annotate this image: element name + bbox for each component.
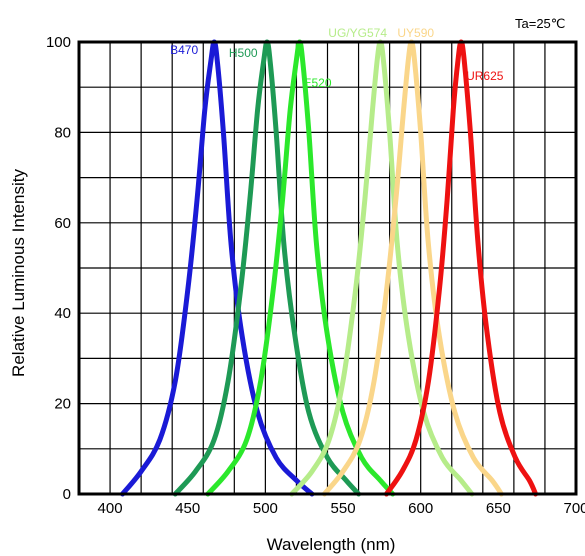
x-tick-label: 600 bbox=[408, 500, 433, 517]
y-tick-label: 100 bbox=[46, 34, 71, 51]
y-tick-label: 20 bbox=[54, 396, 71, 413]
tick-labels: 400 450 500 550 600 650 700 0 20 40 60 80 100 bbox=[46, 34, 585, 517]
series-label-ur625: UR625 bbox=[466, 69, 504, 83]
y-axis-title: Relative Luminous Intensity bbox=[9, 169, 28, 377]
x-tick-label: 400 bbox=[98, 500, 123, 517]
plot-frame bbox=[77, 40, 578, 496]
series-label-uy590: UY590 bbox=[397, 26, 434, 40]
series-label-b470: B470 bbox=[170, 43, 198, 57]
series-labels: B470 H500 E520 UG/YG574 UY590 UR625 bbox=[170, 26, 504, 90]
x-tick-label: 700 bbox=[563, 500, 585, 517]
x-tick-label: 500 bbox=[253, 500, 278, 517]
annotation: Ta=25℃ bbox=[515, 16, 565, 31]
x-tick-label: 650 bbox=[486, 500, 511, 517]
y-tick-label: 60 bbox=[54, 215, 71, 232]
x-axis-title: Wavelength (nm) bbox=[267, 535, 396, 554]
series-label-ug-yg574: UG/YG574 bbox=[328, 26, 387, 40]
plot-border bbox=[77, 40, 578, 496]
y-tick-label: 0 bbox=[63, 486, 71, 503]
series-label-h500: H500 bbox=[229, 46, 258, 60]
y-tick-label: 80 bbox=[54, 124, 71, 141]
y-tick-label: 40 bbox=[54, 305, 71, 322]
x-tick-label: 550 bbox=[331, 500, 356, 517]
series-label-e520: E520 bbox=[304, 76, 332, 90]
x-tick-label: 450 bbox=[175, 500, 200, 517]
